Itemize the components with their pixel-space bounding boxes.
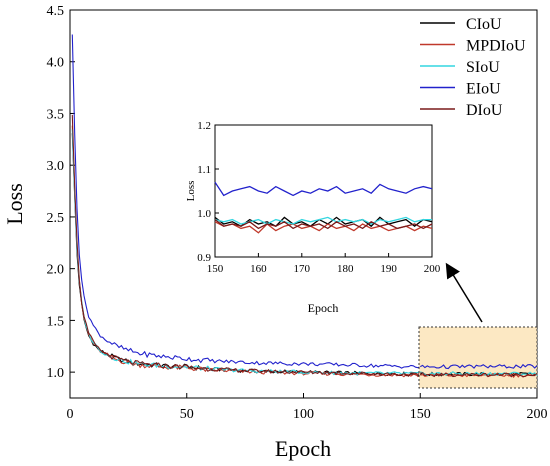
legend-label-mpdiou: MPDIoU — [466, 38, 526, 55]
main-ticks: 0 50 100 150 200 1.0 1.5 2.0 2.5 3.0 3.5 4.0 4.5 — [47, 4, 548, 422]
y-tick-label: 2.0 — [47, 263, 65, 278]
inset-x-tick-label: 170 — [294, 263, 311, 275]
inset-x-tick-label: 190 — [380, 263, 397, 275]
inset-line-siou — [214, 216, 432, 225]
inset-y-tick-label: 0.9 — [197, 252, 211, 264]
zoom-region-highlight — [418, 326, 538, 389]
x-tick-label: 50 — [180, 407, 194, 422]
zoom-line-diou — [420, 372, 538, 378]
y-tick-label: 1.0 — [47, 366, 65, 381]
zoom-arrow — [445, 262, 483, 323]
inset-x-axis-title: Epoch — [308, 301, 339, 315]
inset-x-tick-label: 200 — [424, 263, 441, 275]
x-axis-title: Epoch — [275, 436, 331, 461]
x-tick-label: 200 — [527, 407, 548, 422]
inset-ticks: 150 160 170 180 190 200 0.9 1.0 1.1 1.2 — [197, 120, 441, 275]
legend: CIoU MPDIoU SIoU EIoU DIoU — [420, 16, 526, 119]
zoom-region-lines — [419, 363, 538, 378]
inset-line-mpdiou — [214, 221, 433, 234]
zoom-line-siou — [420, 371, 538, 377]
inset-line-eiou — [214, 181, 433, 197]
legend-label-eiou: EIoU — [466, 81, 501, 98]
inset-series-lines — [214, 181, 433, 234]
inset-y-axis-title: Loss — [185, 181, 197, 202]
inset-y-tick-label: 1.0 — [197, 208, 211, 220]
x-tick-label: 100 — [293, 407, 314, 422]
x-tick-label: 0 — [67, 407, 74, 422]
zoom-line-eiou — [420, 363, 538, 370]
legend-label-ciou: CIoU — [466, 16, 502, 33]
y-tick-label: 2.5 — [47, 211, 65, 226]
legend-label-siou: SIoU — [466, 59, 500, 76]
y-tick-label: 4.0 — [47, 56, 65, 71]
inset-y-tick-label: 1.1 — [197, 164, 211, 176]
y-tick-label: 3.5 — [47, 107, 65, 122]
x-tick-label: 150 — [410, 407, 431, 422]
y-tick-label: 4.5 — [47, 4, 65, 19]
inset-x-tick-label: 160 — [250, 263, 267, 275]
legend-label-diou: DIoU — [466, 102, 503, 119]
y-axis-title: Loss — [2, 183, 27, 225]
inset-chart: 150 160 170 180 190 200 0.9 1.0 1.1 1.2 Epoch Los… — [185, 120, 441, 315]
inset-line-ciou — [214, 216, 433, 228]
y-tick-label: 3.0 — [47, 159, 65, 174]
inset-y-tick-label: 1.2 — [197, 120, 211, 132]
inset-x-tick-label: 180 — [337, 263, 354, 275]
inset-line-diou — [214, 219, 433, 230]
y-tick-label: 1.5 — [47, 314, 65, 329]
inset-x-tick-label: 150 — [207, 263, 224, 275]
